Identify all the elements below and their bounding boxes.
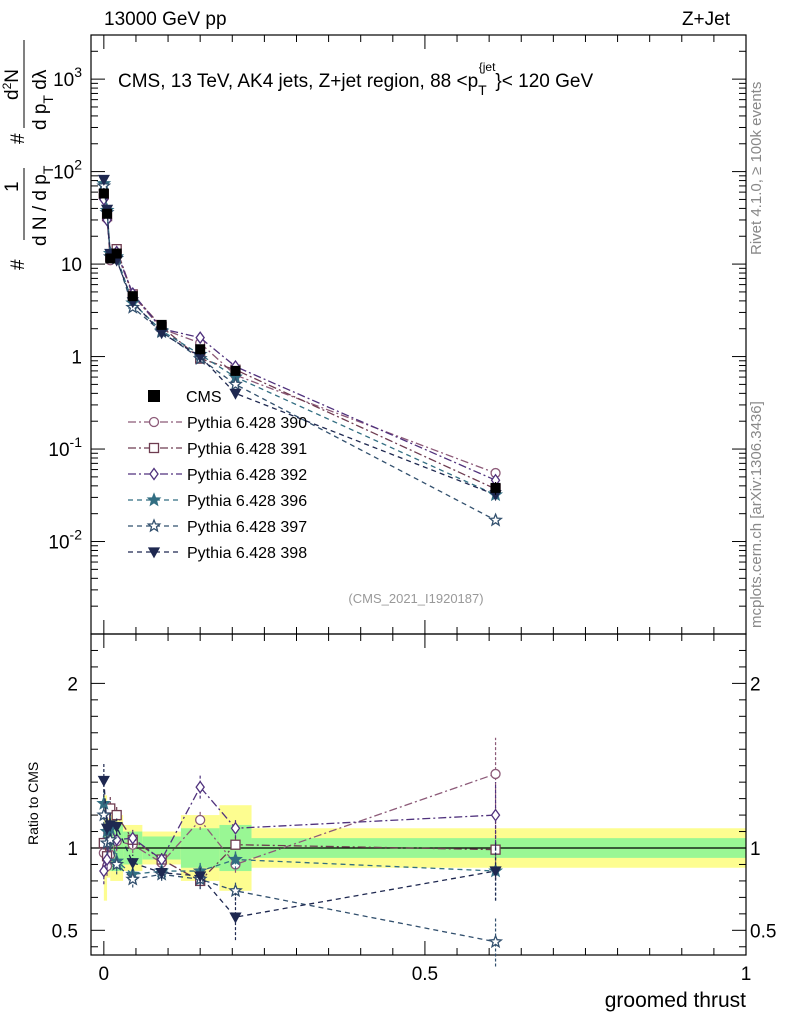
plot-title: CMS, 13 TeV, AK4 jets, Z+jet region, 88 … (118, 60, 593, 98)
top-y-axis-label: # 1 d N / d pT # d2N d pT dλ (0, 40, 56, 270)
header-right: Z+Jet (682, 9, 731, 30)
legend-label: Pythia 6.428 398 (187, 545, 307, 562)
series-point-ratio (127, 831, 138, 845)
data-point (127, 291, 138, 302)
x-axis-label: groomed thrust (605, 989, 746, 1012)
analysis-id: (CMS_2021_I1920187) (348, 591, 483, 606)
data-point (230, 365, 241, 376)
series-point-ratio (102, 852, 112, 867)
legend-label: Pythia 6.428 392 (187, 467, 307, 484)
series-point-ratio (230, 839, 241, 850)
ratio-y-tick-label-right: 2 (750, 674, 761, 695)
ratio-frame (90, 633, 747, 956)
data-point (102, 208, 113, 219)
series-point-ratio (109, 856, 125, 871)
series-point-ratio (110, 821, 123, 833)
series-point-ratio (490, 808, 501, 822)
ratio-y-tick-label-left: 2 (67, 674, 78, 695)
legend: CMS Pythia 6.428 390 Pythia 6.428 391 Pythi… (128, 389, 307, 562)
series-line-main (103, 199, 496, 481)
series-point-ratio (102, 832, 118, 847)
series-point-ratio (229, 912, 242, 924)
ylabel-d2n: d2N (0, 69, 23, 100)
x-tick-label: 0 (99, 964, 110, 985)
y-tick-label: 102 (53, 157, 82, 184)
y-tick-label: 10-1 (48, 434, 82, 461)
series-pythia-6-428-396 (96, 175, 504, 901)
series-point-ratio (126, 858, 139, 870)
ratio-y-tick-label-left: 0.5 (52, 921, 78, 942)
series-layer (96, 174, 504, 967)
legend-label: Pythia 6.428 390 (187, 415, 307, 432)
ratio-y-tick-label-left: 1 (67, 839, 78, 860)
y-tick-label: 10 (61, 255, 82, 276)
series-pythia-6-428-391 (98, 189, 501, 890)
series-point-ratio (195, 780, 205, 794)
legend-marker (147, 547, 161, 559)
y-tick-label: 1 (71, 348, 82, 369)
series-point-ratio (489, 866, 502, 878)
header-left: 13000 GeV pp (104, 9, 227, 30)
legend-marker (149, 467, 159, 481)
legend-marker (146, 492, 162, 507)
ylabel-hash-1: # (8, 259, 29, 270)
legend-label: Pythia 6.428 397 (187, 519, 307, 536)
series-point-ratio (488, 934, 504, 949)
y-tick-label: 10-2 (48, 527, 82, 554)
series-pythia-6-428-392 (99, 192, 501, 885)
plot-frames (90, 34, 747, 956)
title-pre: CMS, 13 TeV, AK4 jets, Z+jet region, 88 … (118, 71, 478, 92)
series-point-main (229, 388, 242, 400)
mcplots-label: mcplots.cern.ch [arXiv:1306.3436] (748, 401, 765, 628)
series-cms-data (98, 188, 501, 495)
legend-label: Pythia 6.428 396 (187, 493, 307, 510)
series-point-ratio (230, 821, 241, 835)
title-sub: T (478, 82, 487, 98)
series-point-ratio (111, 809, 122, 821)
data-point (111, 248, 122, 259)
data-point (98, 188, 109, 199)
series-point-ratio (155, 868, 168, 880)
series-point-ratio (125, 871, 141, 886)
legend-marker (148, 416, 160, 428)
data-point (490, 482, 501, 493)
legend-label-cms: CMS (186, 389, 222, 406)
x-tick-label: 1 (741, 964, 752, 985)
series-point-main (488, 512, 504, 527)
data-point (105, 253, 116, 264)
series-point-ratio (490, 768, 501, 780)
series-pythia-6-428-398 (97, 174, 502, 941)
legend-label: Pythia 6.428 391 (187, 441, 307, 458)
axis-ticks: 0 0.5 1 10-2 10-1 1 10 102 103 0.5 0.5 1 1 2 2 (48, 34, 776, 985)
x-tick-label: 0.5 (412, 964, 438, 985)
data-point (156, 319, 167, 330)
rivet-label: Rivet 4.1.0, ≥ 100k events (748, 82, 765, 255)
series-point-ratio (194, 871, 207, 883)
series-point-main (195, 331, 205, 345)
title-sup: {jet (479, 60, 496, 74)
y-tick-label: 103 (53, 64, 82, 91)
legend-marker (146, 518, 162, 533)
ylabel-one: 1 (2, 181, 23, 192)
series-point-ratio (228, 882, 243, 898)
series-point-main (97, 174, 110, 186)
ratio-y-tick-label-right: 0.5 (750, 921, 776, 942)
series-line-ratio (103, 785, 496, 872)
series-point-ratio (195, 814, 206, 826)
legend-marker-cms (148, 390, 160, 402)
ylabel-hash-2: # (8, 133, 29, 144)
series-point-ratio (97, 775, 110, 787)
legend-marker (148, 442, 160, 454)
ratio-y-axis-label: Ratio to CMS (25, 762, 41, 845)
data-point (195, 344, 206, 355)
series-point-main (228, 376, 243, 391)
title-post: }< 120 GeV (495, 71, 593, 92)
ratio-y-tick-label-right: 1 (750, 839, 761, 860)
series-point-ratio (228, 851, 243, 866)
